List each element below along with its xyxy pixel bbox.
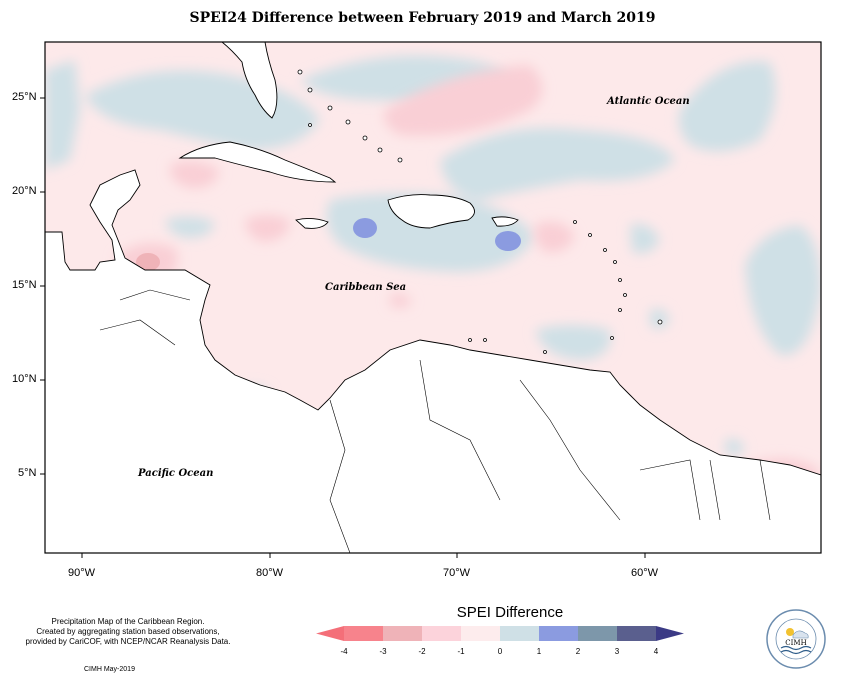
map-area: Atlantic Ocean Caribbean Sea Pacific Oce… bbox=[12, 41, 822, 579]
legend-tick-label: -4 bbox=[340, 647, 348, 656]
legend-swatch bbox=[500, 626, 539, 641]
map-title: SPEI24 Difference between February 2019 … bbox=[189, 10, 656, 26]
lat-label: 20°N bbox=[12, 185, 37, 197]
anomaly-pink bbox=[390, 293, 412, 308]
logo-text: CIMH bbox=[785, 639, 806, 647]
anomaly-pink bbox=[534, 221, 575, 253]
legend-swatch bbox=[383, 626, 422, 641]
footer-notes: Precipitation Map of the Caribbean Regio… bbox=[14, 617, 242, 647]
anomaly-blue bbox=[745, 225, 821, 356]
cimh-logo: CIMH bbox=[766, 609, 826, 669]
footer-line: Precipitation Map of the Caribbean Regio… bbox=[51, 617, 205, 626]
land-outlines bbox=[45, 42, 821, 553]
anomaly-blue bbox=[630, 224, 660, 254]
axis-ticks bbox=[40, 97, 646, 558]
footer-credit: CIMH May-2019 bbox=[84, 666, 135, 673]
lon-label: 90°W bbox=[68, 567, 96, 579]
legend-swatch bbox=[422, 626, 461, 641]
legend-swatch bbox=[578, 626, 617, 641]
footer-line: Created by aggregating station based obs… bbox=[36, 627, 220, 636]
country-borders bbox=[99, 289, 771, 553]
legend-title: SPEI Difference bbox=[456, 604, 564, 621]
anomaly-blue bbox=[725, 438, 745, 456]
legend-arrow-low bbox=[316, 626, 344, 641]
anomaly-pink bbox=[245, 215, 290, 242]
anomaly-blue bbox=[326, 193, 535, 272]
lon-label: 60°W bbox=[631, 567, 659, 579]
legend-ticks: -4 -3 -2 -1 0 1 2 3 4 bbox=[340, 647, 658, 656]
anomaly-pink bbox=[169, 161, 220, 189]
anomaly-strong-pink bbox=[136, 253, 160, 271]
lat-label: 5°N bbox=[18, 467, 37, 479]
lat-label: 15°N bbox=[12, 279, 37, 291]
lon-label: 70°W bbox=[443, 567, 471, 579]
legend-colorbar: -4 -3 -2 -1 0 1 2 3 4 bbox=[316, 626, 684, 656]
anomaly-blue bbox=[678, 61, 776, 152]
anomaly-pink bbox=[384, 65, 543, 136]
legend-swatch bbox=[461, 626, 500, 641]
lat-label: 25°N bbox=[12, 91, 37, 103]
legend-tick-label: 1 bbox=[537, 647, 542, 656]
legend-tick-label: 0 bbox=[498, 647, 503, 656]
anomaly-blue bbox=[650, 308, 670, 329]
legend-tick-label: 3 bbox=[615, 647, 620, 656]
anomaly-strong-blue bbox=[353, 218, 377, 238]
label-atlantic: Atlantic Ocean bbox=[606, 96, 690, 107]
label-pacific: Pacific Ocean bbox=[137, 468, 213, 479]
legend-swatch bbox=[617, 626, 656, 641]
legend-tick-label: -2 bbox=[418, 647, 426, 656]
legend-swatch bbox=[344, 626, 383, 641]
small-islands bbox=[297, 69, 663, 354]
legend-tick-label: 2 bbox=[576, 647, 581, 656]
legend-tick-label: 4 bbox=[654, 647, 659, 656]
label-caribbean: Caribbean Sea bbox=[325, 282, 406, 293]
legend-arrow-high bbox=[656, 626, 684, 641]
anomaly-blue bbox=[45, 60, 80, 170]
footer-line: provided by CariCOF, with NCEP/NCAR Rean… bbox=[25, 637, 231, 646]
map-svg: Atlantic Ocean Caribbean Sea Pacific Oce… bbox=[40, 41, 822, 558]
anomaly-strong-blue bbox=[495, 231, 521, 251]
map-frame bbox=[44, 41, 822, 554]
lon-label: 80°W bbox=[256, 567, 284, 579]
anomaly-blue bbox=[440, 128, 675, 200]
anomaly-blue bbox=[535, 325, 611, 360]
legend-tick-label: -1 bbox=[457, 647, 465, 656]
lat-label: 10°N bbox=[12, 373, 37, 385]
legend-swatch bbox=[539, 626, 578, 641]
anomaly-blue bbox=[165, 216, 215, 238]
legend-tick-label: -3 bbox=[379, 647, 387, 656]
legend-bar bbox=[316, 626, 684, 641]
